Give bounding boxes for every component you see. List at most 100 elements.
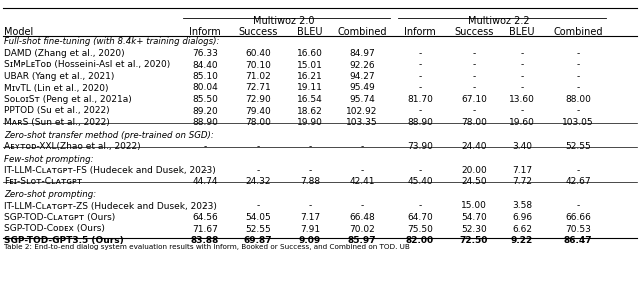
Text: 71.02: 71.02 xyxy=(245,72,271,81)
Text: -: - xyxy=(308,142,312,151)
Text: 92.26: 92.26 xyxy=(349,61,375,69)
Text: 52.55: 52.55 xyxy=(245,225,271,234)
Text: -: - xyxy=(419,166,422,175)
Text: -: - xyxy=(577,72,580,81)
Text: 42.41: 42.41 xyxy=(349,178,375,187)
Text: 76.33: 76.33 xyxy=(192,49,218,58)
Text: 7.88: 7.88 xyxy=(300,178,320,187)
Text: 85.10: 85.10 xyxy=(192,72,218,81)
Text: UBAR (Yang et al., 2021): UBAR (Yang et al., 2021) xyxy=(4,72,115,81)
Text: 70.02: 70.02 xyxy=(349,225,375,234)
Text: -: - xyxy=(308,201,312,211)
Text: 85.50: 85.50 xyxy=(192,95,218,104)
Text: -: - xyxy=(472,72,476,81)
Text: BLEU: BLEU xyxy=(509,27,535,37)
Text: -: - xyxy=(577,84,580,92)
Text: Full-shot fine-tuning (with 8.4k+ training dialogs):: Full-shot fine-tuning (with 8.4k+ traini… xyxy=(4,38,220,46)
Text: 44.74: 44.74 xyxy=(192,178,218,187)
Text: 42.67: 42.67 xyxy=(565,178,591,187)
Text: -: - xyxy=(419,84,422,92)
Text: IT-LLM-Cʟᴀᴛɢᴘᴛ-FS (Hudecek and Dusek, 2023): IT-LLM-Cʟᴀᴛɢᴘᴛ-FS (Hudecek and Dusek, 20… xyxy=(4,166,216,175)
Text: 79.40: 79.40 xyxy=(245,106,271,115)
Text: 6.96: 6.96 xyxy=(512,213,532,222)
Text: 64.56: 64.56 xyxy=(192,213,218,222)
Text: 67.10: 67.10 xyxy=(461,95,487,104)
Text: -: - xyxy=(419,201,422,211)
Text: 73.90: 73.90 xyxy=(407,142,433,151)
Text: 75.50: 75.50 xyxy=(407,225,433,234)
Text: SɪMᴘLᴇTᴏᴅ (Hosseini-Asl et al., 2020): SɪMᴘLᴇTᴏᴅ (Hosseini-Asl et al., 2020) xyxy=(4,61,170,69)
Text: 7.17: 7.17 xyxy=(512,166,532,175)
Text: 9.22: 9.22 xyxy=(511,236,533,245)
Text: -: - xyxy=(520,106,524,115)
Text: 88.00: 88.00 xyxy=(565,95,591,104)
Text: Model: Model xyxy=(4,27,33,37)
Text: -: - xyxy=(257,166,260,175)
Text: 19.90: 19.90 xyxy=(297,118,323,127)
Text: 16.54: 16.54 xyxy=(297,95,323,104)
Text: 89.20: 89.20 xyxy=(192,106,218,115)
Text: -: - xyxy=(472,61,476,69)
Text: DAMD (Zhang et al., 2020): DAMD (Zhang et al., 2020) xyxy=(4,49,125,58)
Text: Zero-shot transfer method (pre-trained on SGD):: Zero-shot transfer method (pre-trained o… xyxy=(4,131,214,139)
Text: 78.00: 78.00 xyxy=(245,118,271,127)
Text: -: - xyxy=(419,61,422,69)
Text: 103.35: 103.35 xyxy=(346,118,378,127)
Text: -: - xyxy=(419,49,422,58)
Text: MᴀʀS (Sun et al., 2022): MᴀʀS (Sun et al., 2022) xyxy=(4,118,109,127)
Text: 86.47: 86.47 xyxy=(564,236,592,245)
Text: -: - xyxy=(419,106,422,115)
Text: -: - xyxy=(257,201,260,211)
Text: IT-LLM-Cʟᴀᴛɢᴘᴛ-ZS (Hudecek and Dusek, 2023): IT-LLM-Cʟᴀᴛɢᴘᴛ-ZS (Hudecek and Dusek, 20… xyxy=(4,201,217,211)
Text: 54.70: 54.70 xyxy=(461,213,487,222)
Text: 84.40: 84.40 xyxy=(192,61,218,69)
Text: 7.17: 7.17 xyxy=(300,213,320,222)
Text: 52.30: 52.30 xyxy=(461,225,487,234)
Text: 24.32: 24.32 xyxy=(245,178,271,187)
Text: 60.40: 60.40 xyxy=(245,49,271,58)
Text: 85.97: 85.97 xyxy=(348,236,376,245)
Text: Success: Success xyxy=(454,27,493,37)
Text: 94.27: 94.27 xyxy=(349,72,375,81)
Text: Success: Success xyxy=(238,27,278,37)
Text: 7.72: 7.72 xyxy=(512,178,532,187)
Text: 16.60: 16.60 xyxy=(297,49,323,58)
Text: 81.70: 81.70 xyxy=(407,95,433,104)
Text: 64.70: 64.70 xyxy=(407,213,433,222)
Text: -: - xyxy=(360,201,364,211)
Text: SGP-TOD-GPT3.5 (Ours): SGP-TOD-GPT3.5 (Ours) xyxy=(4,236,124,245)
Text: Inform: Inform xyxy=(404,27,436,37)
Text: -: - xyxy=(520,61,524,69)
Text: Combined: Combined xyxy=(337,27,387,37)
Text: -: - xyxy=(577,166,580,175)
Text: -: - xyxy=(472,106,476,115)
Text: -: - xyxy=(204,166,207,175)
Text: -: - xyxy=(308,166,312,175)
Text: -: - xyxy=(360,142,364,151)
Text: 88.90: 88.90 xyxy=(192,118,218,127)
Text: -: - xyxy=(520,72,524,81)
Text: 70.53: 70.53 xyxy=(565,225,591,234)
Text: -: - xyxy=(257,142,260,151)
Text: 19.11: 19.11 xyxy=(297,84,323,92)
Text: -: - xyxy=(577,49,580,58)
Text: 18.62: 18.62 xyxy=(297,106,323,115)
Text: 69.87: 69.87 xyxy=(244,236,272,245)
Text: SGP-TOD-Cʟᴀᴛɢᴘᴛ (Ours): SGP-TOD-Cʟᴀᴛɢᴘᴛ (Ours) xyxy=(4,213,115,222)
Text: SᴏʟᴏɪSᴛ (Peng et al., 2021a): SᴏʟᴏɪSᴛ (Peng et al., 2021a) xyxy=(4,95,132,104)
Text: -: - xyxy=(204,201,207,211)
Text: 16.21: 16.21 xyxy=(297,72,323,81)
Text: -: - xyxy=(472,84,476,92)
Text: 13.60: 13.60 xyxy=(509,95,535,104)
Text: 72.50: 72.50 xyxy=(460,236,488,245)
Text: 6.62: 6.62 xyxy=(512,225,532,234)
Text: Multiwoz 2.0: Multiwoz 2.0 xyxy=(253,16,314,26)
Text: 54.05: 54.05 xyxy=(245,213,271,222)
Text: Inform: Inform xyxy=(189,27,221,37)
Text: 72.71: 72.71 xyxy=(245,84,271,92)
Text: BLEU: BLEU xyxy=(297,27,323,37)
Text: 15.01: 15.01 xyxy=(297,61,323,69)
Text: Multiwoz 2.2: Multiwoz 2.2 xyxy=(468,16,530,26)
Text: 95.74: 95.74 xyxy=(349,95,375,104)
Text: 70.10: 70.10 xyxy=(245,61,271,69)
